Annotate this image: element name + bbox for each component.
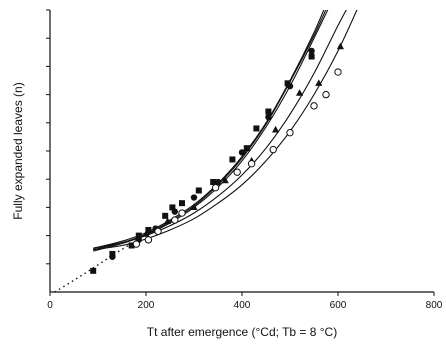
square-point bbox=[162, 212, 169, 219]
x-tick-label: 400 bbox=[234, 300, 251, 311]
open-circle-point bbox=[286, 128, 294, 137]
fitted-curve bbox=[93, 10, 325, 249]
open-circle-point bbox=[154, 227, 162, 236]
fitted-curves bbox=[54, 10, 358, 292]
filled-circle-point bbox=[190, 194, 198, 201]
square-point bbox=[308, 53, 315, 60]
triangle-point bbox=[336, 42, 344, 50]
square-point bbox=[90, 267, 97, 274]
square-point bbox=[243, 145, 250, 152]
filled-circle-point bbox=[171, 208, 178, 215]
triangle-point bbox=[221, 176, 229, 184]
x-tick-label: 800 bbox=[426, 300, 443, 311]
open-circle-point bbox=[334, 68, 342, 76]
open-circle-point bbox=[132, 240, 141, 248]
y-axis-title: Fully expanded leaves (n) bbox=[11, 82, 25, 219]
filled-circle-point bbox=[286, 82, 294, 90]
fitted-curve bbox=[93, 10, 329, 252]
x-tick-label: 0 bbox=[47, 300, 53, 311]
open-circle-point bbox=[178, 209, 186, 217]
open-circle-point bbox=[211, 183, 220, 192]
square-point bbox=[284, 80, 291, 87]
triangle-point bbox=[190, 203, 198, 210]
fitted-curve bbox=[93, 10, 358, 251]
x-axis-title: Tt after emergence (°Cd; Tb = 8 °C) bbox=[147, 325, 337, 339]
open-circle-point bbox=[310, 102, 318, 110]
triangle-point bbox=[296, 89, 304, 96]
filled-circle-point bbox=[308, 47, 315, 55]
x-tick-label: 600 bbox=[330, 300, 347, 311]
square-point bbox=[253, 125, 260, 132]
extrapolation-line bbox=[54, 233, 147, 292]
square-point bbox=[265, 108, 272, 115]
filled-circle-point bbox=[238, 149, 246, 156]
filled-circle-point bbox=[214, 178, 222, 186]
square-point bbox=[179, 200, 185, 207]
triangle-point bbox=[142, 230, 150, 237]
open-circle-point bbox=[247, 159, 256, 168]
square-point bbox=[145, 226, 152, 233]
x-tick-label: 200 bbox=[138, 300, 155, 311]
triangle-point bbox=[315, 79, 323, 86]
square-point bbox=[135, 232, 142, 239]
filled-circle-point bbox=[109, 253, 116, 260]
square-point bbox=[229, 156, 236, 163]
open-circle-point bbox=[269, 145, 277, 154]
square-point bbox=[195, 187, 202, 194]
open-circle-point bbox=[233, 168, 241, 176]
triangle-point bbox=[164, 217, 172, 225]
open-circle-point bbox=[322, 90, 330, 99]
filled-circle-point bbox=[265, 113, 272, 121]
open-circle-point bbox=[171, 216, 179, 224]
triangle-point bbox=[272, 125, 280, 133]
data-points bbox=[90, 42, 344, 274]
square-point bbox=[128, 242, 135, 249]
square-point bbox=[169, 204, 176, 211]
square-point bbox=[210, 179, 217, 186]
ticks: 0 200 400 600 800 bbox=[46, 9, 443, 311]
open-circle-point bbox=[144, 236, 153, 244]
